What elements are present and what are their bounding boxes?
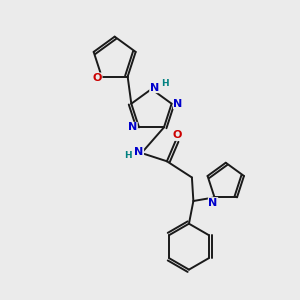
Text: O: O [172, 130, 182, 140]
Text: N: N [150, 82, 159, 93]
Text: N: N [208, 198, 218, 208]
Text: O: O [93, 73, 102, 83]
Text: N: N [128, 122, 137, 132]
Text: N: N [134, 147, 143, 158]
Text: H: H [124, 151, 131, 160]
Text: N: N [173, 99, 183, 109]
Text: H: H [161, 79, 169, 88]
